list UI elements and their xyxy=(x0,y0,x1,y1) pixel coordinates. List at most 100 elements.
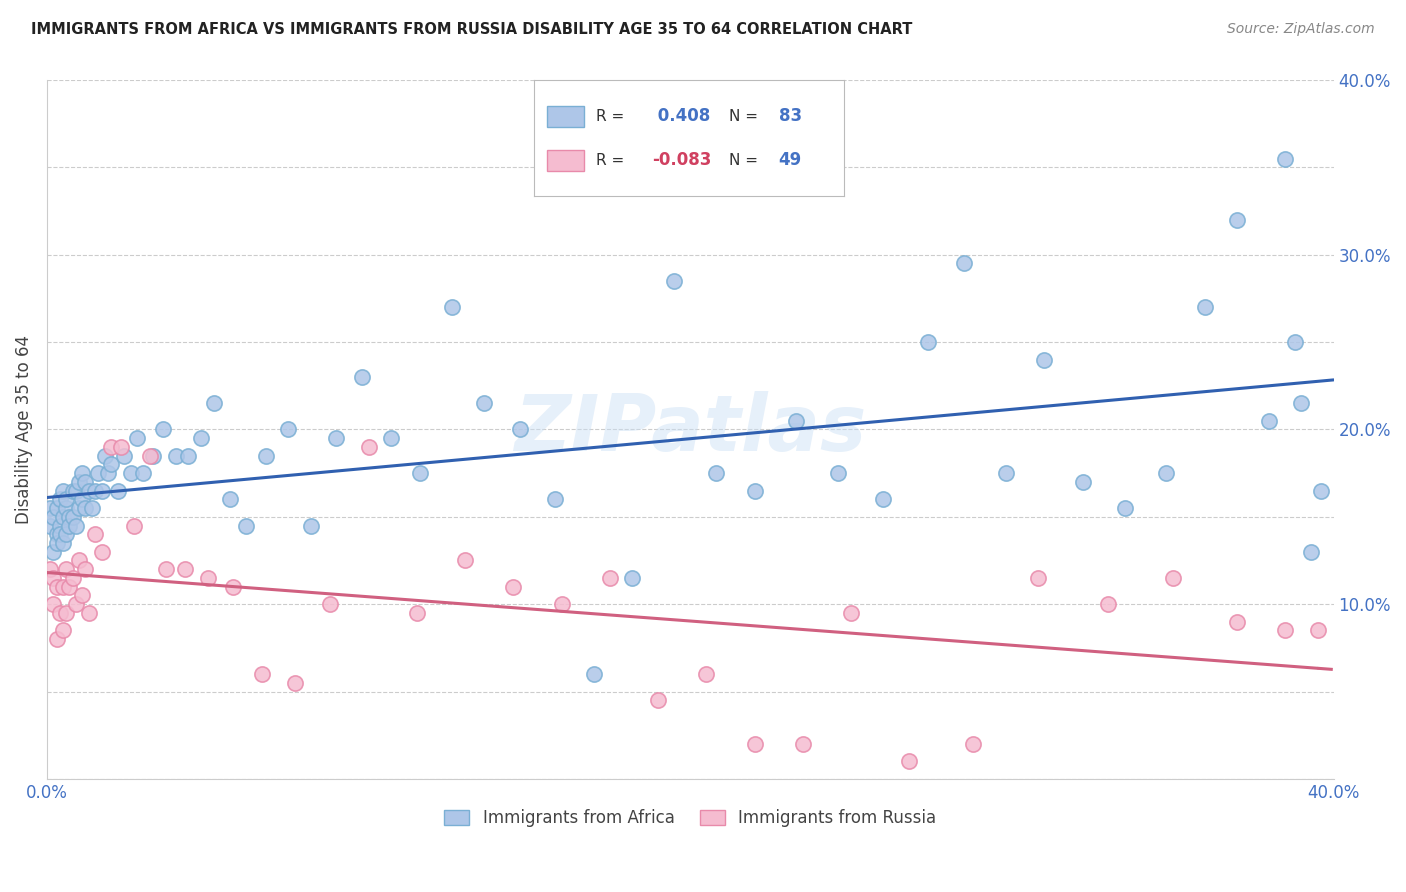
Point xyxy=(994,466,1017,480)
Point xyxy=(405,606,427,620)
Point xyxy=(839,606,862,620)
Text: -0.083: -0.083 xyxy=(652,152,711,169)
Point xyxy=(454,553,477,567)
Point xyxy=(277,422,299,436)
Point xyxy=(474,396,496,410)
Point xyxy=(49,492,72,507)
Point xyxy=(695,667,717,681)
Point xyxy=(1274,624,1296,638)
Y-axis label: Disability Age 35 to 64: Disability Age 35 to 64 xyxy=(15,335,32,524)
Point xyxy=(58,580,80,594)
Point xyxy=(352,370,374,384)
Point xyxy=(84,483,107,498)
Point xyxy=(647,693,669,707)
Point xyxy=(107,483,129,498)
Point xyxy=(502,580,524,594)
Point xyxy=(55,492,77,507)
Point xyxy=(1226,615,1249,629)
Point xyxy=(77,606,100,620)
Point xyxy=(72,492,94,507)
Point xyxy=(1309,483,1331,498)
Point xyxy=(65,518,87,533)
Point xyxy=(380,431,402,445)
Text: IMMIGRANTS FROM AFRICA VS IMMIGRANTS FROM RUSSIA DISABILITY AGE 35 TO 64 CORRELA: IMMIGRANTS FROM AFRICA VS IMMIGRANTS FRO… xyxy=(31,22,912,37)
Point xyxy=(898,755,921,769)
Point xyxy=(67,553,90,567)
Point xyxy=(58,509,80,524)
Point xyxy=(202,396,225,410)
Text: Source: ZipAtlas.com: Source: ZipAtlas.com xyxy=(1227,22,1375,37)
Point xyxy=(165,449,187,463)
Point xyxy=(52,483,75,498)
Point xyxy=(87,466,110,480)
Point xyxy=(58,518,80,533)
Text: 83: 83 xyxy=(779,107,801,125)
Point xyxy=(45,527,67,541)
Point xyxy=(110,440,132,454)
Point xyxy=(75,562,97,576)
Point xyxy=(827,466,849,480)
Point xyxy=(75,501,97,516)
Point xyxy=(252,667,274,681)
Point xyxy=(284,675,307,690)
Point xyxy=(55,501,77,516)
Point xyxy=(45,632,67,647)
Point xyxy=(1114,501,1136,516)
Text: R =: R = xyxy=(596,109,624,124)
Point xyxy=(509,422,531,436)
Point xyxy=(299,518,322,533)
Point xyxy=(39,562,62,576)
Text: N =: N = xyxy=(730,153,758,168)
Point xyxy=(80,501,103,516)
Point xyxy=(42,545,65,559)
Point xyxy=(55,562,77,576)
Point xyxy=(1291,396,1313,410)
Point xyxy=(1033,352,1056,367)
Point xyxy=(254,449,277,463)
Point xyxy=(52,624,75,638)
Point xyxy=(62,483,84,498)
Point xyxy=(1226,212,1249,227)
Point xyxy=(90,545,112,559)
Point xyxy=(219,492,242,507)
Point xyxy=(84,527,107,541)
Point xyxy=(100,440,122,454)
Point xyxy=(1301,545,1323,559)
Point xyxy=(125,431,148,445)
Point xyxy=(664,274,686,288)
Point xyxy=(62,509,84,524)
Point xyxy=(72,589,94,603)
Point xyxy=(582,667,605,681)
Point xyxy=(235,518,257,533)
Point xyxy=(1161,571,1184,585)
Point xyxy=(1284,334,1306,349)
Point xyxy=(39,518,62,533)
Text: 0.408: 0.408 xyxy=(652,107,710,125)
Point xyxy=(409,466,432,480)
Point xyxy=(45,501,67,516)
Point xyxy=(792,737,814,751)
Point xyxy=(49,527,72,541)
Point xyxy=(1274,152,1296,166)
Point xyxy=(42,509,65,524)
Point xyxy=(704,466,727,480)
Point xyxy=(1194,300,1216,314)
Point xyxy=(1156,466,1178,480)
Point xyxy=(75,475,97,489)
Point xyxy=(1097,597,1119,611)
Point xyxy=(152,422,174,436)
Point xyxy=(45,580,67,594)
Point xyxy=(67,475,90,489)
Point xyxy=(785,414,807,428)
Point xyxy=(42,571,65,585)
Point xyxy=(744,737,766,751)
Point xyxy=(52,509,75,524)
Point xyxy=(177,449,200,463)
Point xyxy=(621,571,644,585)
Point xyxy=(62,571,84,585)
Point xyxy=(42,597,65,611)
Point xyxy=(599,571,621,585)
Point xyxy=(1026,571,1049,585)
Text: N =: N = xyxy=(730,109,758,124)
Point xyxy=(962,737,984,751)
